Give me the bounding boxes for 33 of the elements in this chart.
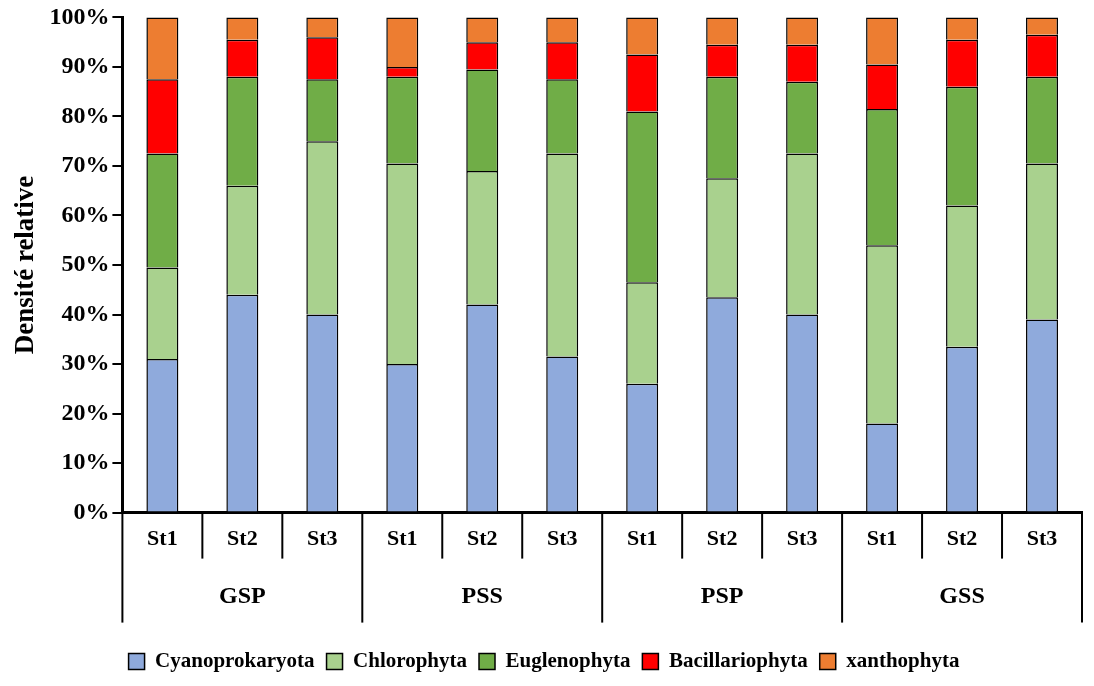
- x-tick-label: St3: [786, 525, 818, 551]
- x-tick-label: St1: [866, 525, 898, 551]
- text: GSP: [219, 581, 266, 608]
- legend-label: Bacillariophyta: [668, 647, 809, 672]
- x-tick-label: St3: [546, 525, 578, 551]
- text: PSS: [461, 581, 503, 608]
- y-tick-label: 50%: [61, 250, 110, 277]
- legend-label: Cyanoprokaryota: [155, 647, 316, 672]
- x-tick-label: St2: [946, 525, 978, 551]
- y-tick-label: 70%: [61, 151, 110, 178]
- y-tick-label: 40%: [61, 299, 110, 326]
- y-tick-label: 30%: [61, 349, 110, 376]
- legend-label: Chlorophyta: [353, 647, 468, 672]
- x-tick-label: St3: [307, 525, 338, 551]
- y-tick-label: 0%: [73, 497, 110, 524]
- x-tick-label: St1: [147, 525, 178, 551]
- y-tick-label: 10%: [61, 448, 110, 475]
- legend-label: Euglenophyta: [505, 647, 631, 672]
- x-tick-label: St2: [466, 525, 498, 551]
- x-tick-label: St2: [227, 525, 258, 551]
- y-tick-label: 90%: [61, 52, 110, 79]
- y-tick-label: 100%: [49, 2, 110, 29]
- x-tick-label: St2: [706, 525, 738, 551]
- x-tick-label: St1: [626, 525, 658, 551]
- y-tick-label: 20%: [61, 398, 110, 425]
- text: PSP: [700, 581, 744, 608]
- x-tick-label: St3: [1026, 525, 1058, 551]
- y-axis-title: Densité relative: [9, 175, 40, 355]
- legend-label: xanthophyta: [846, 647, 960, 672]
- text: GSS: [939, 581, 985, 608]
- y-tick-label: 60%: [61, 200, 110, 227]
- x-tick-label: St1: [387, 525, 418, 551]
- y-tick-label: 80%: [61, 101, 110, 128]
